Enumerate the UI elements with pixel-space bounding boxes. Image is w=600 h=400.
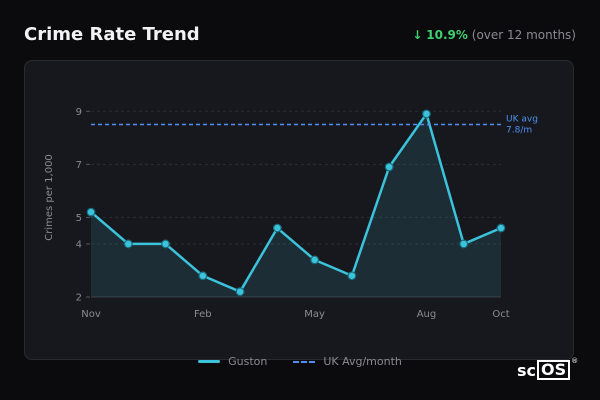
data-point [459,239,469,249]
data-point [198,271,208,281]
y-axis-title: Crimes per 1,000 [44,154,55,241]
legend-item-guston[interactable]: Guston [198,355,267,368]
x-tick-label: Aug [417,309,437,320]
data-point [310,255,320,265]
reference-label-line1: UK avg [506,115,538,125]
data-point [347,271,357,281]
reference-label-line2: 7.8/m [506,126,532,136]
scos-logo: sc OS ® [517,357,579,380]
chart-title: Crime Rate Trend [24,24,200,45]
y-tick-label: 2 [76,293,82,304]
data-point [496,223,506,233]
data-point [272,223,282,233]
chart-card [24,60,574,360]
series-line-guston [89,112,503,293]
x-tick-label: Feb [194,309,212,320]
legend-swatch-dashed-icon [293,360,316,363]
legend-label-guston: Guston [228,355,268,368]
data-point [161,239,170,249]
y-tick-label: 5 [76,213,82,224]
data-point [422,109,431,119]
down-arrow-icon: ↓ [412,28,423,42]
change-percent: 10.9% [426,28,468,42]
legend-item-uk-avg[interactable]: UK Avg/month [293,355,402,368]
data-point [384,162,394,172]
y-tick-label: 4 [76,239,82,250]
logo-text: sc [517,360,537,380]
y-tick-label: 9 [76,107,82,118]
logo-boxed-text: OS [537,360,571,380]
logo-registered-mark: ® [571,357,579,365]
legend: Guston UK Avg/month [0,355,600,368]
data-point [235,287,245,297]
series-area-fill [91,113,501,297]
legend-label-uk-avg: UK Avg/month [323,355,402,368]
change-period: (over 12 months) [471,28,576,42]
x-tick-label: May [304,309,325,320]
data-point [123,239,133,249]
x-tick-label: Oct [492,309,509,320]
legend-swatch-solid-icon [198,360,221,363]
y-tick-label: 7 [76,160,82,171]
x-tick-label: Nov [81,309,101,320]
data-point [86,207,96,217]
change-indicator: ↓ 10.9% (over 12 months) [412,28,576,42]
